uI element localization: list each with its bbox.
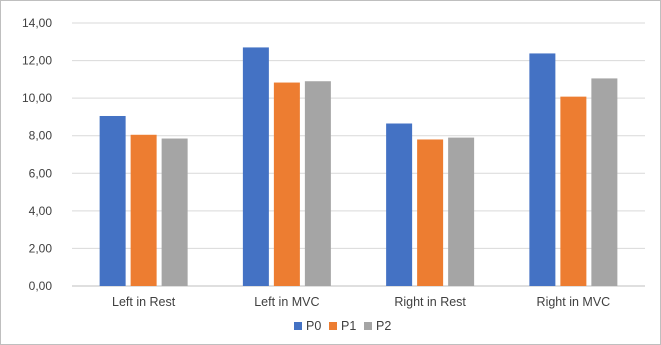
legend-label: P2 [376,319,391,333]
bar-p0 [529,53,556,286]
legend-item-p1: P1 [329,319,356,333]
bar-p0 [99,115,126,286]
legend-label: P0 [306,319,321,333]
legend-label: P1 [341,319,356,333]
y-tick-label: 2,00 [29,241,53,255]
y-tick-label: 8,00 [29,129,53,143]
legend-swatch [329,322,337,330]
bar-p1 [560,96,587,286]
gridlines [72,22,645,287]
y-tick-label: 14,00 [22,16,52,30]
bars [99,47,618,287]
bar-p2 [161,138,188,286]
category-label: Left in Rest [112,295,176,309]
legend: P0 P1 P2 [294,319,391,333]
bar-p1 [130,134,157,286]
category-label: Right in MVC [537,295,611,309]
y-tick-label: 10,00 [22,91,52,105]
bar-p0 [242,47,269,286]
bar-p2 [448,137,475,286]
x-axis-category-labels: Left in Rest Left in MVC Right in Rest Righ… [112,295,610,309]
bar-p1 [273,82,300,286]
y-tick-label: 12,00 [22,54,52,68]
bar-p2 [304,81,331,286]
category-label: Right in Rest [394,295,466,309]
legend-item-p2: P2 [364,319,391,333]
bar-p1 [417,139,444,286]
bar-p2 [591,78,618,287]
legend-item-p0: P0 [294,319,321,333]
bar-p0 [386,123,413,286]
category-label: Left in MVC [254,295,319,309]
y-axis-tick-labels: 0,00 2,00 4,00 6,00 8,00 10,00 12,00 14,00 [22,16,52,293]
y-tick-label: 0,00 [29,279,53,293]
legend-swatch [294,322,302,330]
y-tick-label: 4,00 [29,204,53,218]
legend-swatch [364,322,372,330]
y-tick-label: 6,00 [29,166,53,180]
